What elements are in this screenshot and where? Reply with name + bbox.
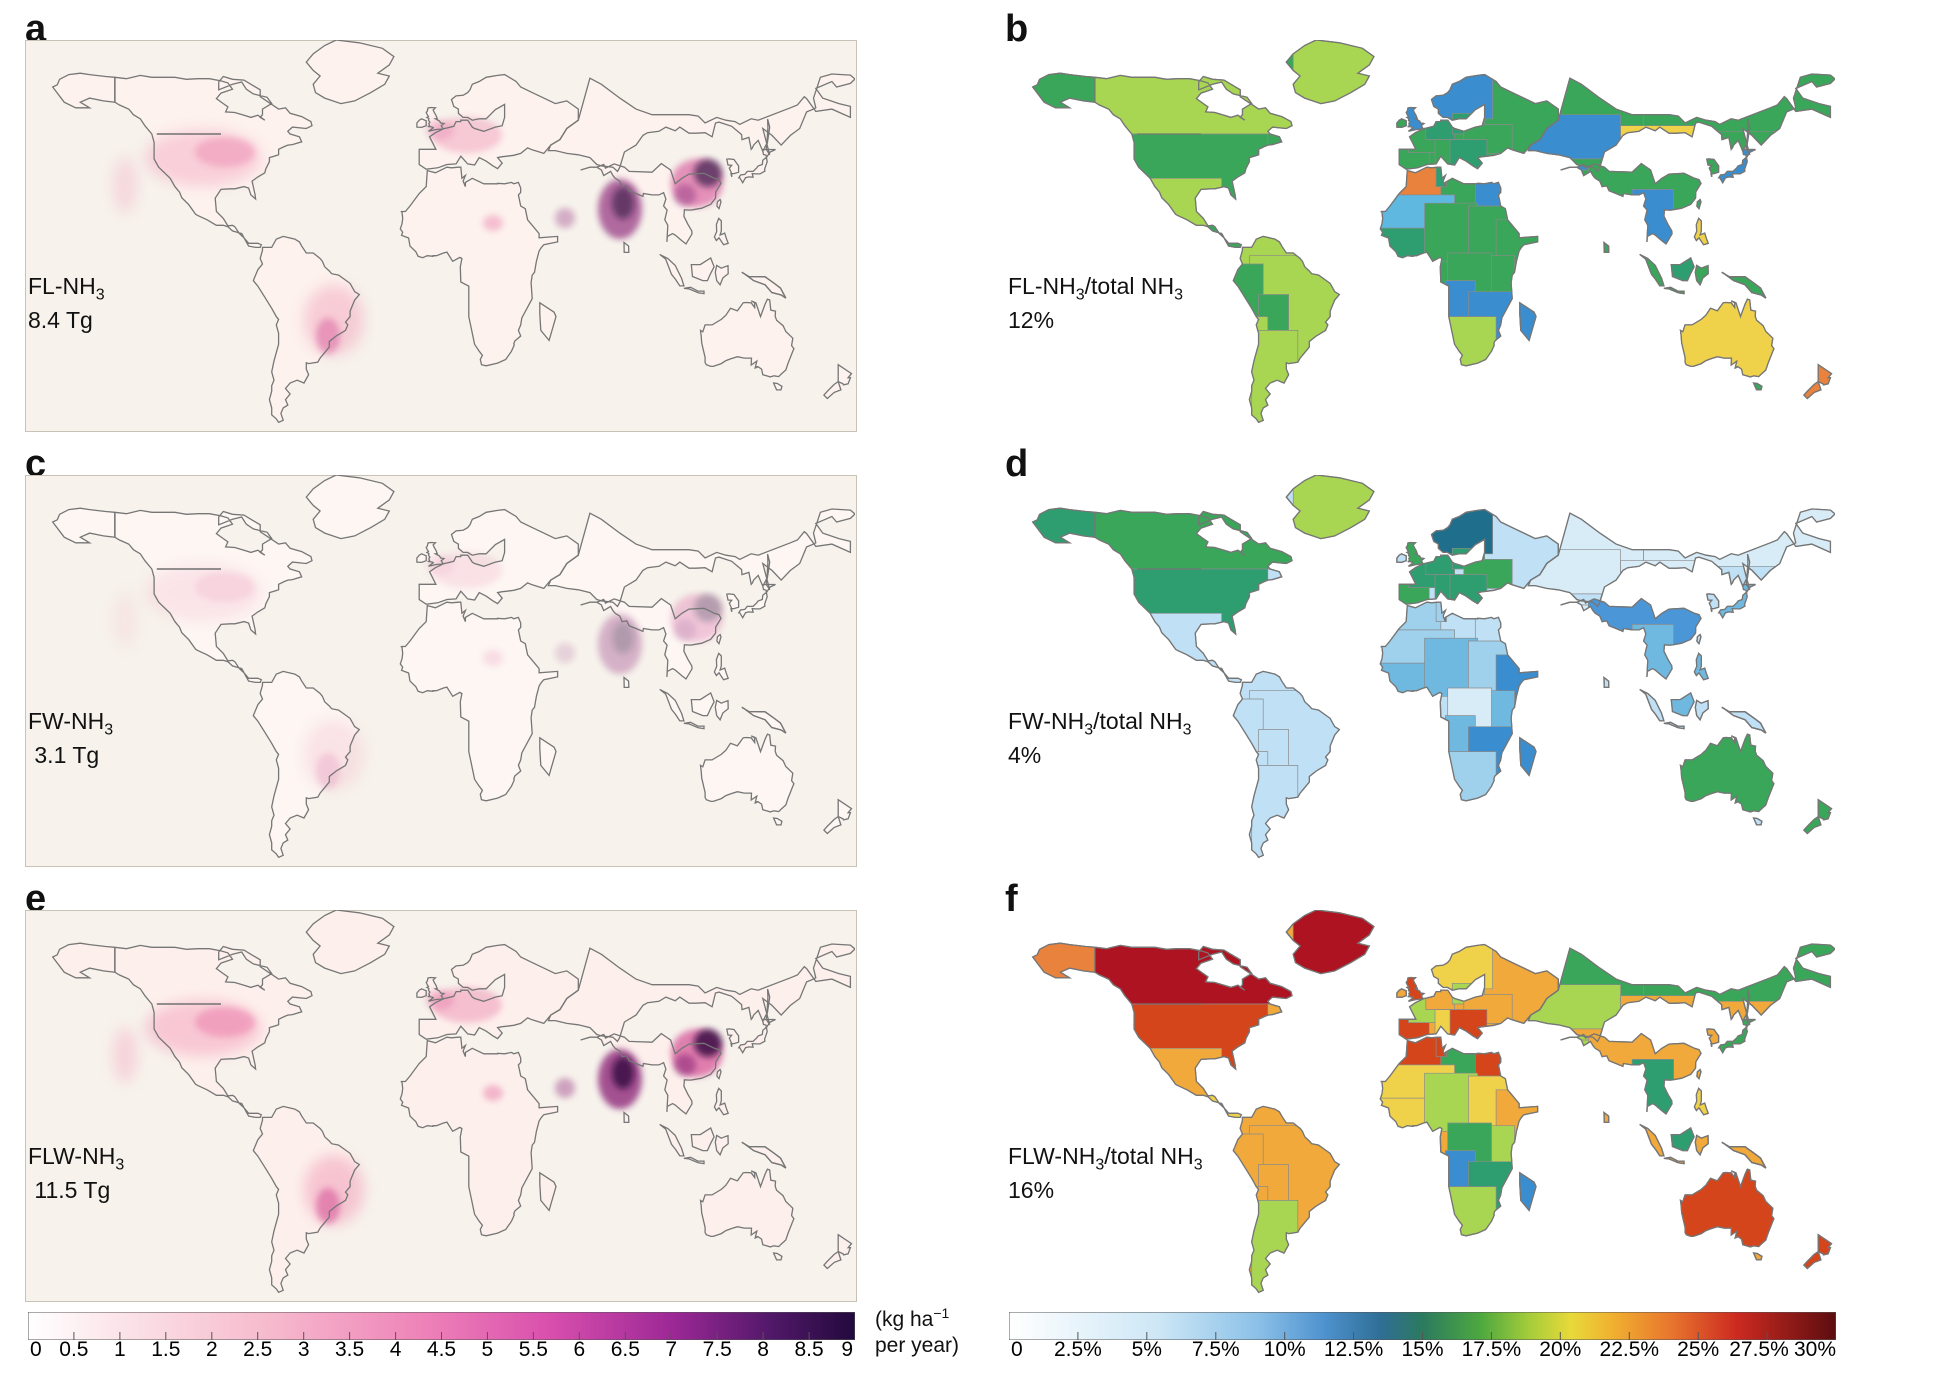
svg-text:15%: 15% xyxy=(1401,1340,1443,1360)
svg-text:1.5: 1.5 xyxy=(151,1340,180,1360)
svg-text:6.5: 6.5 xyxy=(611,1340,640,1360)
svg-text:8: 8 xyxy=(757,1340,769,1360)
svg-text:9: 9 xyxy=(841,1340,853,1360)
svg-text:5.5: 5.5 xyxy=(519,1340,548,1360)
svg-text:1: 1 xyxy=(114,1340,126,1360)
svg-text:3.5: 3.5 xyxy=(335,1340,364,1360)
svg-text:27.5%: 27.5% xyxy=(1729,1340,1789,1360)
svg-text:2.5: 2.5 xyxy=(243,1340,272,1360)
svg-text:12.5%: 12.5% xyxy=(1324,1340,1384,1360)
svg-text:3: 3 xyxy=(298,1340,310,1360)
svg-text:4: 4 xyxy=(390,1340,402,1360)
svg-text:5: 5 xyxy=(482,1340,494,1360)
svg-text:25%: 25% xyxy=(1677,1340,1719,1360)
svg-text:2.5%: 2.5% xyxy=(1054,1340,1102,1360)
svg-text:4.5: 4.5 xyxy=(427,1340,456,1360)
svg-text:5%: 5% xyxy=(1132,1340,1162,1360)
svg-text:0: 0 xyxy=(1011,1340,1023,1360)
svg-text:30%: 30% xyxy=(1794,1340,1836,1360)
svg-text:20%: 20% xyxy=(1539,1340,1581,1360)
svg-text:6: 6 xyxy=(573,1340,585,1360)
svg-text:22.5%: 22.5% xyxy=(1600,1340,1660,1360)
svg-text:17.5%: 17.5% xyxy=(1462,1340,1522,1360)
svg-text:7.5: 7.5 xyxy=(703,1340,732,1360)
svg-text:7.5%: 7.5% xyxy=(1192,1340,1240,1360)
svg-text:7: 7 xyxy=(665,1340,677,1360)
svg-text:0: 0 xyxy=(30,1340,42,1360)
svg-text:0.5: 0.5 xyxy=(59,1340,88,1360)
svg-text:10%: 10% xyxy=(1264,1340,1306,1360)
svg-text:8.5: 8.5 xyxy=(794,1340,823,1360)
svg-text:2: 2 xyxy=(206,1340,218,1360)
